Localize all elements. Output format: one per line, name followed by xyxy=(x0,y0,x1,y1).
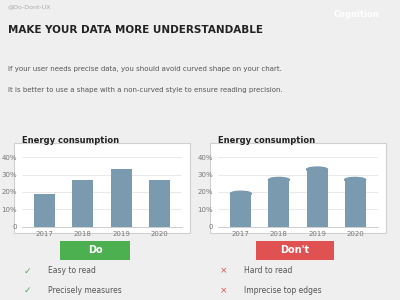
Text: Energy consumption: Energy consumption xyxy=(218,136,315,145)
FancyBboxPatch shape xyxy=(247,239,343,262)
Text: ×: × xyxy=(220,266,228,275)
Text: ✓: ✓ xyxy=(24,266,32,275)
Bar xyxy=(230,194,251,226)
Ellipse shape xyxy=(230,191,251,196)
Text: MAKE YOUR DATA MORE UNDERSTANDABLE: MAKE YOUR DATA MORE UNDERSTANDABLE xyxy=(8,25,263,35)
Text: Easy to read: Easy to read xyxy=(48,266,96,275)
Bar xyxy=(110,169,132,226)
Text: Do: Do xyxy=(88,245,102,255)
Text: It is better to use a shape with a non-curved style to ensure reading precision.: It is better to use a shape with a non-c… xyxy=(8,87,283,93)
Text: Imprecise top edges: Imprecise top edges xyxy=(244,286,322,295)
Ellipse shape xyxy=(306,167,328,172)
Bar xyxy=(268,180,290,226)
FancyBboxPatch shape xyxy=(52,239,138,262)
Text: If your user needs precise data, you should avoid curved shape on your chart.: If your user needs precise data, you sho… xyxy=(8,66,282,72)
Ellipse shape xyxy=(345,177,366,182)
Bar xyxy=(149,180,170,226)
Bar xyxy=(345,180,366,226)
Bar xyxy=(34,194,55,226)
Text: ×: × xyxy=(220,286,228,295)
Text: ✓: ✓ xyxy=(24,286,32,295)
Ellipse shape xyxy=(268,177,290,182)
Text: Energy consumption: Energy consumption xyxy=(22,136,119,145)
Bar xyxy=(306,169,328,226)
Text: @Do-Dont-UX: @Do-Dont-UX xyxy=(8,4,52,9)
Text: Cognition: Cognition xyxy=(333,10,379,19)
Text: Precisely measures: Precisely measures xyxy=(48,286,122,295)
Text: Don't: Don't xyxy=(280,245,310,255)
Bar xyxy=(72,180,94,226)
Text: Hard to read: Hard to read xyxy=(244,266,292,275)
